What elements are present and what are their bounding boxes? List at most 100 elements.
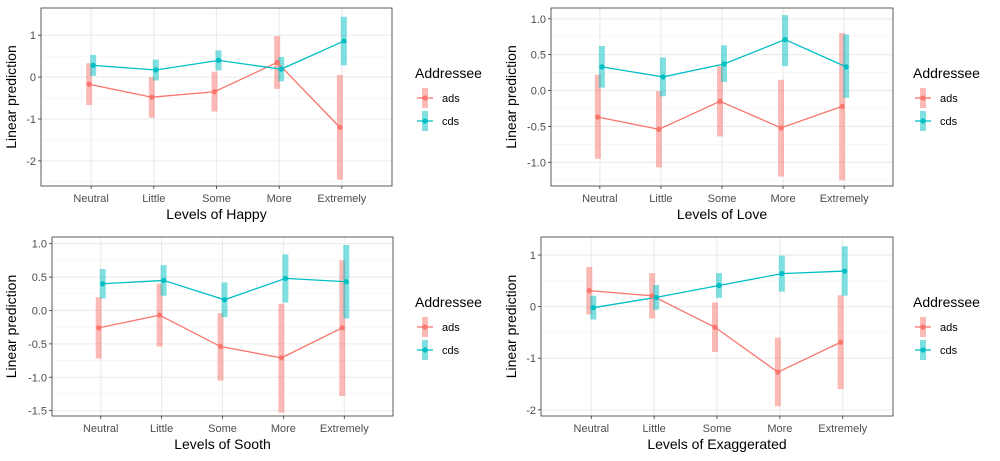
y-tick-label: 0.5 (531, 50, 546, 62)
x-tick-label: More (267, 193, 292, 205)
legend-key-point-cds (920, 347, 926, 353)
x-tick-label: Some (202, 193, 231, 205)
y-axis-title: Linear prediction (503, 45, 519, 149)
data-point-cds (153, 67, 159, 73)
legend-key-point-cds (920, 118, 926, 124)
data-point-ads (217, 343, 224, 350)
x-tick-label: Neutral (83, 423, 118, 435)
x-tick-label: Neutral (582, 193, 617, 205)
data-point-ads (278, 355, 284, 361)
legend-label-cds: cds (940, 116, 958, 128)
y-tick-label: -1.5 (28, 406, 47, 418)
x-tick-label: Some (208, 423, 237, 435)
x-axis-title: Levels of Sooth (174, 436, 271, 452)
data-point-cds (842, 268, 848, 274)
data-point-cds (779, 271, 785, 277)
legend: Addressee ads cds (913, 65, 980, 131)
legend-title: Addressee (415, 294, 482, 310)
x-tick-label: Little (150, 423, 173, 435)
panel-3: -1.5 -1.0 -0.5 0.0 0.5 1.0 Neutral Little Some Mo… (3, 236, 482, 452)
x-tick-label: Extremely (820, 193, 869, 205)
legend-label-ads: ads (940, 93, 958, 105)
legend-label-cds: cds (442, 345, 460, 357)
x-tick-label: More (767, 423, 792, 435)
legend-title: Addressee (913, 65, 980, 81)
data-point-cds (341, 38, 347, 44)
data-point-ads (717, 98, 723, 104)
legend-label-cds: cds (442, 116, 460, 128)
x-tick-label: Little (643, 423, 666, 435)
data-point-cds (716, 282, 722, 289)
y-tick-label: -1 (26, 114, 36, 126)
x-tick-label: More (771, 193, 796, 205)
legend-title: Addressee (415, 65, 482, 81)
panel-4: -2 -1 0 1 Neutral Little Some More Extremely Leve… (503, 236, 980, 452)
legend: Addressee ads cds (415, 294, 482, 360)
data-point-cds (282, 275, 288, 282)
panel-1: -2 -1 0 1 Neutral Little Some More Extremely Leve… (3, 7, 482, 222)
data-point-cds (653, 294, 659, 300)
data-point-ads (775, 369, 781, 375)
data-point-cds (843, 64, 849, 70)
legend-label-ads: ads (442, 93, 460, 105)
x-axis-title: Levels of Exaggerated (647, 436, 786, 452)
x-tick-label: Extremely (818, 423, 867, 435)
y-tick-label: 1.0 (32, 239, 47, 251)
data-point-cds (100, 281, 106, 287)
data-point-ads (96, 325, 102, 331)
legend-key-point-cds (422, 347, 428, 353)
data-point-ads (778, 125, 784, 131)
x-axis-title: Levels of Happy (166, 206, 266, 222)
y-tick-label: 0 (30, 72, 36, 84)
data-point-ads (149, 94, 155, 100)
y-tick-label: -1 (526, 353, 536, 365)
data-point-ads (839, 103, 845, 109)
data-point-cds (721, 61, 727, 67)
y-tick-label: 1 (530, 250, 536, 262)
data-point-cds (221, 297, 228, 303)
y-tick-label: -0.5 (527, 121, 546, 133)
data-point-ads (211, 89, 218, 95)
y-axis-title: Linear prediction (503, 275, 519, 379)
x-tick-label: Little (649, 193, 672, 205)
data-point-cds (161, 277, 167, 284)
legend-key-point-ads (920, 95, 926, 101)
data-point-ads (656, 126, 662, 132)
legend-key-point-ads (422, 324, 428, 330)
data-point-ads (86, 81, 92, 87)
x-tick-label: Little (142, 193, 165, 205)
data-point-cds (215, 57, 222, 63)
y-tick-label: -2 (26, 156, 36, 168)
x-tick-label: Extremely (317, 193, 366, 205)
y-tick-label: 0.0 (32, 305, 47, 317)
y-tick-label: 0 (530, 302, 536, 314)
legend-label-ads: ads (940, 322, 958, 334)
data-point-cds (782, 36, 788, 43)
legend-label-cds: cds (940, 345, 958, 357)
data-point-cds (599, 64, 605, 70)
legend-title: Addressee (913, 294, 980, 310)
y-tick-label: -2 (526, 405, 536, 417)
y-tick-label: 1 (30, 30, 36, 42)
data-point-ads (339, 325, 345, 331)
legend-key-point-ads (920, 324, 926, 330)
panel-2: -1.0 -0.5 0.0 0.5 1.0 Neutral Little Some More Ex… (503, 7, 980, 222)
x-tick-label: More (271, 423, 296, 435)
legend-label-ads: ads (442, 322, 460, 334)
data-point-ads (274, 59, 280, 66)
legend-key-point-ads (422, 95, 428, 101)
x-tick-label: Some (703, 423, 732, 435)
legend-key-point-cds (422, 118, 428, 124)
data-point-ads (157, 312, 163, 318)
data-point-cds (590, 305, 596, 311)
data-point-ads (838, 339, 844, 345)
data-point-ads (649, 293, 655, 299)
y-tick-label: 0.5 (32, 272, 47, 284)
y-tick-label: -1.0 (527, 157, 546, 169)
data-point-ads (337, 124, 343, 130)
legend: Addressee ads cds (415, 65, 482, 131)
data-point-ads (595, 114, 601, 120)
data-point-cds (660, 74, 666, 80)
y-tick-label: 1.0 (531, 14, 546, 26)
